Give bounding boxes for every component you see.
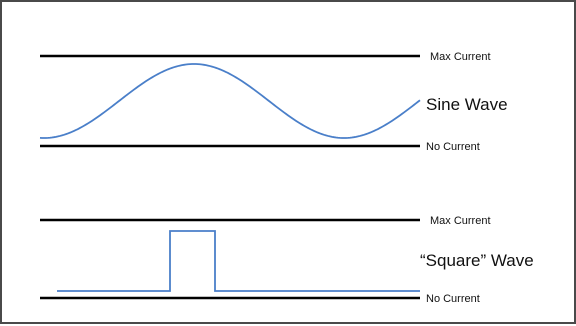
square-max-current-label: Max Current	[430, 215, 491, 227]
sine-no-current-label: No Current	[426, 141, 480, 153]
square-panel: Max Current No Current “Square” Wave	[40, 215, 534, 305]
sine-panel: Max Current No Current Sine Wave	[39, 51, 508, 153]
square-wave-label: “Square” Wave	[420, 251, 534, 270]
sine-wave-label: Sine Wave	[426, 95, 508, 114]
square-no-current-label: No Current	[426, 293, 480, 305]
square-wave-curve	[57, 230, 420, 292]
sine-max-current-label: Max Current	[430, 51, 491, 63]
sine-wave-curve	[39, 63, 421, 139]
